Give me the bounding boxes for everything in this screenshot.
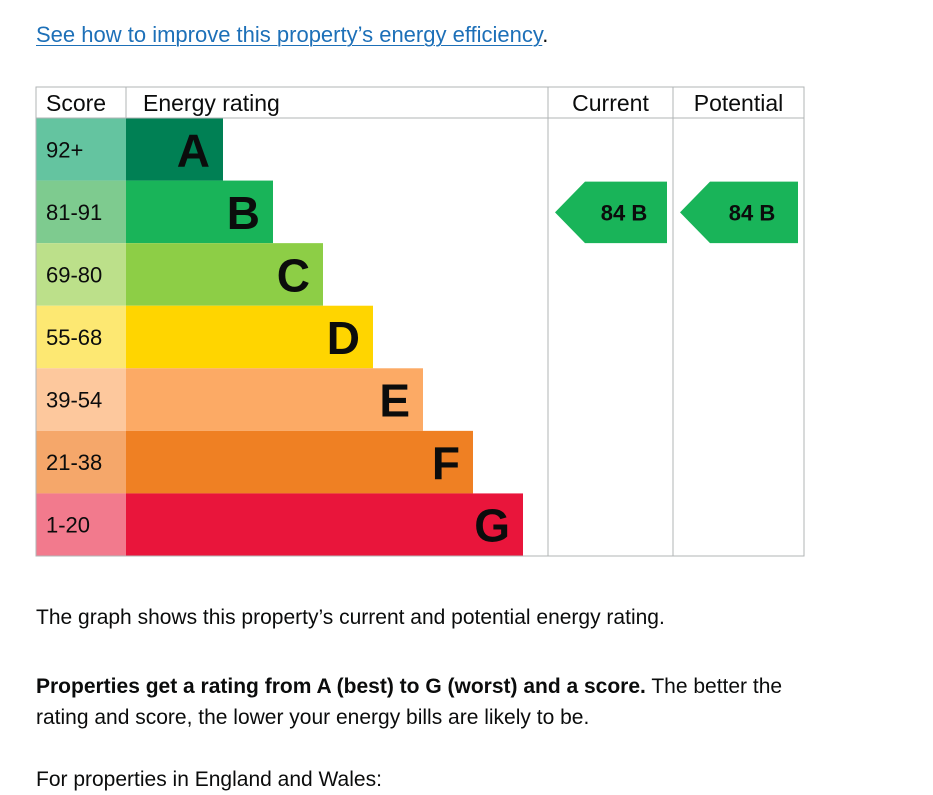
score-cell-g xyxy=(36,493,126,556)
header-score: Score xyxy=(46,90,106,116)
improve-efficiency-text: See how to improve this property’s energ… xyxy=(36,20,548,50)
graph-description: The graph shows this property’s current … xyxy=(36,606,665,629)
score-range-a: 92+ xyxy=(46,137,83,162)
band-bar-e xyxy=(126,368,423,431)
header-potential: Potential xyxy=(694,90,784,116)
band-letter-d: D xyxy=(327,312,360,364)
current-arrow xyxy=(555,181,667,244)
band-letter-b: B xyxy=(227,187,260,239)
chart-border xyxy=(35,86,805,557)
improve-efficiency-link[interactable]: See how to improve this property’s energ… xyxy=(36,22,543,47)
band-bar-d xyxy=(126,305,373,369)
potential-arrow xyxy=(680,181,798,244)
score-range-d: 55-68 xyxy=(46,325,102,350)
score-cell-b xyxy=(36,180,126,244)
band-bar-g xyxy=(126,493,523,556)
score-cell-a xyxy=(36,118,126,181)
band-letter-f: F xyxy=(432,437,460,489)
score-range-b: 81-91 xyxy=(46,200,102,225)
header-current: Current xyxy=(572,90,649,116)
england-wales-note: For properties in England and Wales: xyxy=(36,768,382,791)
rating-explanation-bold: Properties get a rating from A (best) to… xyxy=(36,675,646,698)
score-range-c: 69-80 xyxy=(46,262,102,287)
band-letter-c: C xyxy=(277,249,310,301)
potential-rating-label: 84 B xyxy=(729,200,775,225)
band-bar-b xyxy=(126,180,273,244)
band-bar-a xyxy=(126,118,223,181)
current-rating-label: 84 B xyxy=(601,200,647,225)
band-letter-g: G xyxy=(474,500,510,552)
score-cell-c xyxy=(36,243,126,306)
band-letter-a: A xyxy=(177,124,210,176)
band-letter-e: E xyxy=(379,375,410,427)
header-energy-rating: Energy rating xyxy=(143,90,280,116)
band-bar-c xyxy=(126,243,323,306)
score-cell-f xyxy=(36,430,126,494)
score-range-e: 39-54 xyxy=(46,388,102,413)
band-bar-f xyxy=(126,430,473,494)
score-range-f: 21-38 xyxy=(46,450,102,475)
energy-rating-chart: 92+ A 81-91 B 69-80 C 55-68 D 39-54 E 21-38 F 1-20 G S… xyxy=(35,86,805,557)
rating-explanation: Properties get a rating from A (best) to… xyxy=(36,671,836,733)
score-cell-d xyxy=(36,305,126,369)
score-cell-e xyxy=(36,368,126,431)
rating-explanation-rest: The better the rating and score, the low… xyxy=(36,675,783,729)
score-range-g: 1-20 xyxy=(46,513,90,538)
link-suffix: . xyxy=(542,22,549,47)
